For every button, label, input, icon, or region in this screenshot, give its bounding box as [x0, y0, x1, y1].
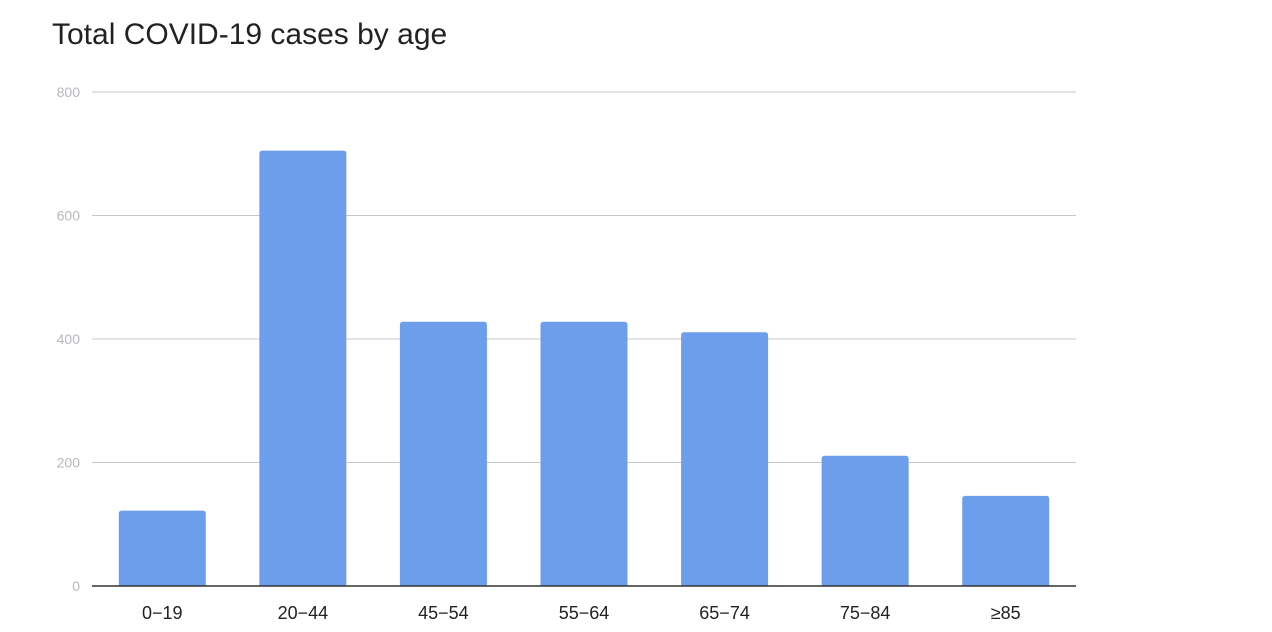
- x-category-label: 45−54: [418, 603, 469, 623]
- bar-0: [118, 510, 206, 586]
- x-axis-categories: 0−19 20−44 45−54 55−64 65−74 75−84 ≥85: [142, 603, 1021, 623]
- x-category-label: 0−19: [142, 603, 183, 623]
- bar-5: [821, 455, 909, 586]
- y-tick-label: 800: [57, 84, 81, 100]
- bar-4: [681, 332, 769, 586]
- chart-title: Total COVID-19 cases by age: [52, 18, 448, 51]
- bar-3: [540, 321, 628, 586]
- y-tick-label: 0: [72, 578, 80, 594]
- y-tick-label: 200: [57, 455, 81, 471]
- bar-1: [259, 150, 347, 586]
- y-tick-label: 400: [57, 331, 81, 347]
- x-category-label: 65−74: [699, 603, 750, 623]
- x-category-label: ≥85: [991, 603, 1021, 623]
- y-axis-ticks: 0 200 400 600 800: [57, 84, 81, 594]
- bar-6: [962, 495, 1050, 586]
- x-category-label: 75−84: [840, 603, 891, 623]
- bars: [118, 150, 1050, 586]
- bar-2: [399, 321, 487, 586]
- x-category-label: 55−64: [559, 603, 610, 623]
- x-category-label: 20−44: [278, 603, 329, 623]
- y-tick-label: 600: [57, 208, 81, 224]
